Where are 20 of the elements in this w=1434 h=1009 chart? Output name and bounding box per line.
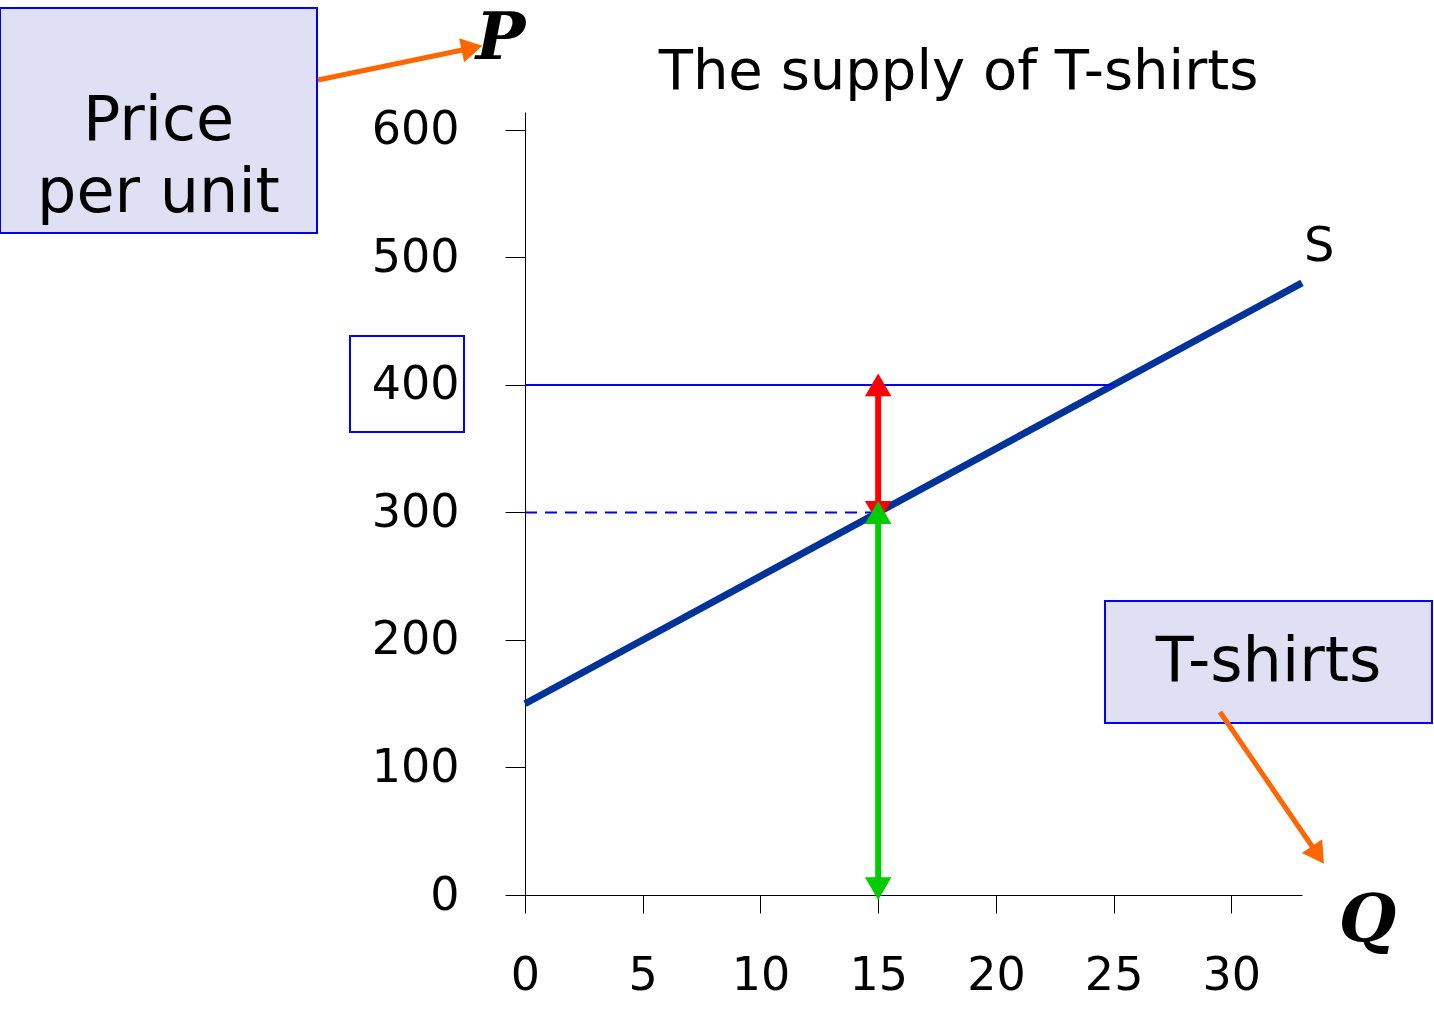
x-tick-label: 20 xyxy=(967,946,1026,1001)
x-tick-label: 15 xyxy=(849,946,908,1001)
text: Price per unit xyxy=(37,81,280,227)
series-label: S xyxy=(1304,215,1335,272)
x-tick-label: 30 xyxy=(1202,946,1262,1001)
x-tick-label: 25 xyxy=(1084,946,1144,1001)
y-tick-label: 200 xyxy=(371,611,460,666)
y-tick-label: 400 xyxy=(371,356,460,411)
y-tick-label: 100 xyxy=(371,738,460,793)
x-tick-label: 5 xyxy=(628,946,658,1001)
y-tick-label: 600 xyxy=(371,101,460,156)
y-tick-label: 0 xyxy=(430,866,460,921)
x-axis-title: Q xyxy=(1338,878,1397,957)
x-tick-label: 10 xyxy=(731,946,791,1001)
x-tick-label: 0 xyxy=(510,946,541,1001)
chart-title: The supply of T-shirts xyxy=(657,37,1259,102)
annotation: T-shirts xyxy=(1154,623,1382,696)
y-axis-title: P xyxy=(473,0,528,75)
y-tick-label: 500 xyxy=(371,228,460,283)
y-tick-label: 300 xyxy=(371,483,460,538)
